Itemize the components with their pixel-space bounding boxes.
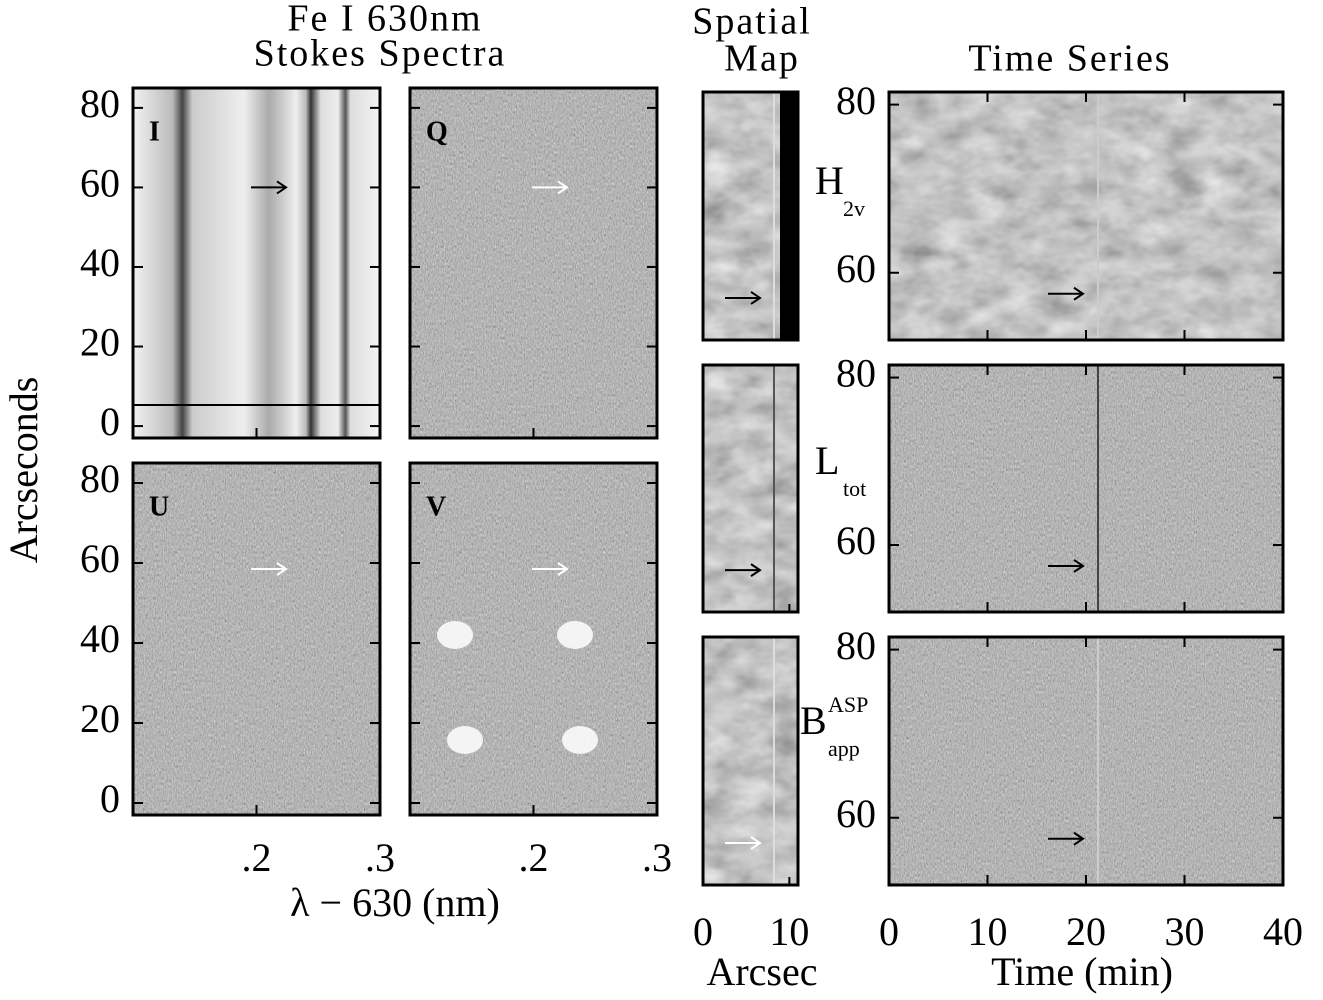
x-tick-label: .3 [642, 835, 672, 880]
y-tick-label: 80 [836, 351, 876, 396]
arrow-head [1073, 559, 1085, 573]
row-label-sub: 2v [843, 196, 865, 221]
x-tick-label: .2 [519, 835, 549, 880]
row-label: L [815, 438, 839, 483]
y-tick-label: 60 [80, 536, 120, 581]
x-tick-label: 10 [769, 909, 809, 954]
y-tick-label: 0 [100, 776, 120, 821]
x-tick-label: .2 [242, 835, 272, 880]
panel-frame [701, 363, 800, 614]
image-texture [889, 637, 1283, 885]
arrow-head [557, 562, 569, 576]
x-tick-label: 40 [1263, 909, 1303, 954]
row-label: B [800, 698, 827, 743]
image-texture [889, 92, 1283, 340]
feature [557, 621, 593, 649]
arrow-head [750, 836, 762, 850]
arrow-head [750, 291, 762, 305]
y-tick-label: 20 [80, 696, 120, 741]
x-axis-label: Time (min) [991, 949, 1173, 994]
arrow-head [557, 180, 569, 195]
panel-label: Q [426, 116, 448, 147]
y-tick-label: 80 [80, 456, 120, 501]
title: Spatial [692, 1, 812, 43]
y-tick-label: 60 [836, 518, 876, 563]
x-tick-label: 0 [879, 909, 899, 954]
panel-frame [701, 90, 800, 342]
x-tick-label: 0 [693, 909, 713, 954]
feature [437, 621, 473, 649]
image-texture [703, 365, 798, 612]
image-texture [889, 365, 1283, 612]
x-tick-label: 20 [1066, 909, 1106, 954]
title: Map [724, 38, 800, 80]
y-tick-label: 80 [80, 81, 120, 126]
x-tick-label: 10 [968, 909, 1008, 954]
x-axis-label: Arcsec [706, 949, 817, 994]
arrow-head [1073, 831, 1085, 846]
arrow-head [750, 563, 762, 577]
x-tick-label: 30 [1165, 909, 1205, 954]
y-tick-label: 20 [80, 320, 120, 365]
title: Stokes Spectra [254, 33, 507, 75]
feature [447, 726, 483, 754]
panel-frame [701, 635, 800, 887]
arrow-head [276, 180, 288, 195]
arrow-head [276, 562, 288, 576]
image-edge [780, 92, 798, 340]
row-label-sup: ASP [828, 692, 868, 717]
image-texture [410, 88, 657, 438]
x-axis-label: λ − 630 (nm) [290, 880, 500, 925]
x-tick-label: .3 [365, 835, 395, 880]
y-axis-label: Arcseconds [1, 377, 46, 564]
y-tick-label: 0 [100, 399, 120, 444]
row-label: H [815, 158, 844, 203]
title: Time Series [968, 38, 1171, 80]
panel-label: I [149, 116, 160, 147]
y-tick-label: 60 [836, 246, 876, 291]
y-tick-label: 40 [80, 616, 120, 661]
row-label-sub: app [828, 736, 860, 761]
title: Fe I 630nm [287, 0, 482, 40]
image-texture [133, 463, 380, 815]
y-tick-label: 60 [80, 161, 120, 206]
panel-label: V [426, 491, 446, 522]
y-tick-label: 40 [80, 240, 120, 285]
row-label-sub: tot [843, 476, 866, 501]
arrow-head [1073, 286, 1085, 301]
feature [562, 726, 598, 754]
image-texture [703, 637, 798, 885]
spectrum-image [133, 88, 380, 438]
y-tick-label: 80 [836, 78, 876, 123]
y-tick-label: 60 [836, 791, 876, 836]
panel-label: U [149, 491, 169, 522]
y-tick-label: 80 [836, 623, 876, 668]
